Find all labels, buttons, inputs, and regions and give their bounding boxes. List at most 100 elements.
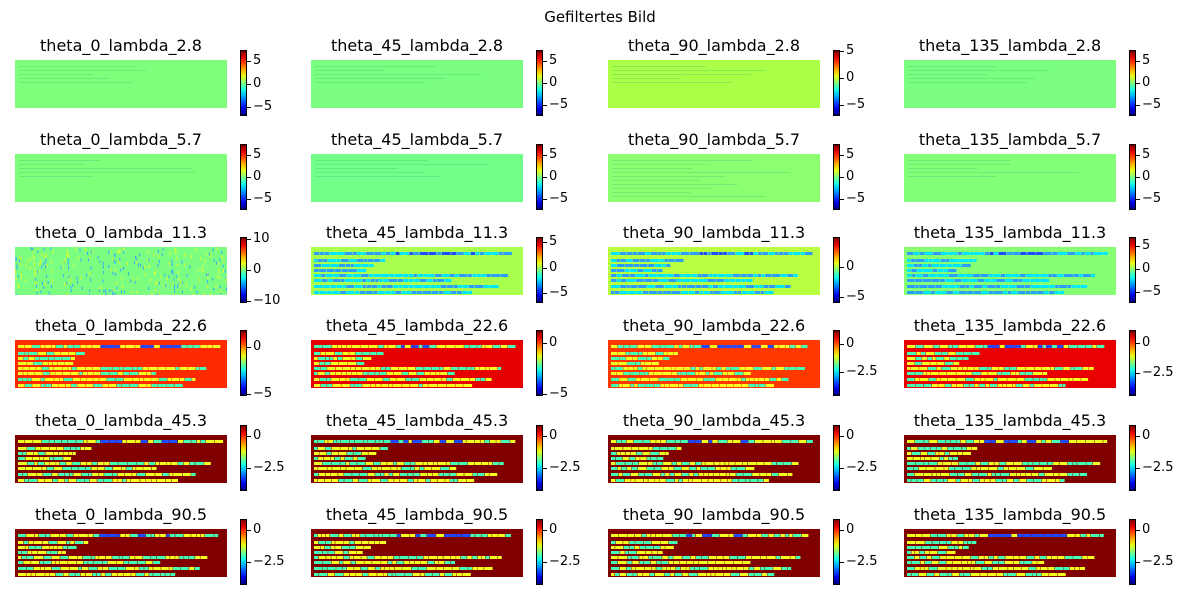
heatmap-texture-mark xyxy=(1019,479,1026,482)
heatmap-texture-mark xyxy=(756,534,762,537)
heatmap-texture-mark xyxy=(779,345,786,348)
heatmap-texture-mark xyxy=(139,378,144,381)
heatmap-texture-mark xyxy=(141,440,148,443)
heatmap-texture-mark xyxy=(214,534,219,537)
heatmap-texture-mark xyxy=(52,479,58,482)
heatmap-texture-mark xyxy=(150,278,151,282)
heatmap-texture-mark xyxy=(19,74,93,75)
heatmap-texture-mark xyxy=(696,467,701,470)
heatmap-texture-mark xyxy=(368,452,377,455)
heatmap-texture-mark xyxy=(655,534,663,537)
heatmap-texture-mark xyxy=(314,362,319,365)
heatmap-texture-mark xyxy=(680,440,688,443)
heatmap-texture-mark xyxy=(364,561,372,564)
heatmap-texture-mark xyxy=(414,467,420,470)
heatmap-texture-mark xyxy=(735,252,744,255)
heatmap-texture-mark xyxy=(184,253,186,257)
heatmap-texture-mark xyxy=(176,285,178,289)
heatmap-texture-mark xyxy=(768,345,774,348)
heatmap-texture-mark xyxy=(990,279,996,282)
heatmap-texture-mark xyxy=(716,556,723,559)
heatmap-texture-mark xyxy=(687,378,697,381)
heatmap-texture-mark xyxy=(112,291,114,295)
heatmap-texture-mark xyxy=(1065,556,1073,559)
heatmap-texture-mark xyxy=(729,556,738,559)
heatmap-texture-mark xyxy=(970,285,974,288)
heatmap-texture-mark xyxy=(657,357,663,360)
heatmap-texture-mark xyxy=(960,440,966,443)
heatmap-texture-mark xyxy=(978,556,984,559)
heatmap-texture-mark xyxy=(65,384,71,387)
heatmap-texture-mark xyxy=(30,257,32,261)
heatmap-texture-mark xyxy=(59,534,66,537)
panel-title: theta_135_lambda_11.3 xyxy=(913,223,1107,242)
heatmap-texture-mark xyxy=(681,372,687,375)
heatmap-texture-mark xyxy=(923,372,927,375)
heatmap-texture-mark xyxy=(618,473,623,476)
heatmap-texture-mark xyxy=(54,440,62,443)
heatmap-texture-mark xyxy=(191,473,196,476)
heatmap-image xyxy=(311,435,523,483)
heatmap-texture-mark xyxy=(911,447,918,450)
heatmap-texture-mark xyxy=(114,253,116,256)
heatmap-texture-mark xyxy=(671,372,677,375)
heatmap-texture-mark xyxy=(135,345,141,348)
heatmap-texture-mark xyxy=(994,252,998,255)
colorbar xyxy=(833,519,840,585)
heatmap-texture-mark xyxy=(213,287,215,291)
heatmap-texture-mark xyxy=(932,556,940,559)
heatmap-texture-mark xyxy=(750,479,758,482)
heatmap-texture-mark xyxy=(170,573,176,576)
heatmap-texture-mark xyxy=(183,462,190,465)
heatmap-texture-mark xyxy=(1025,291,1031,294)
heatmap-texture-mark xyxy=(924,457,931,460)
heatmap-texture-mark xyxy=(33,452,38,455)
heatmap-texture-mark xyxy=(1000,473,1010,476)
heatmap-texture-mark xyxy=(66,249,68,253)
heatmap-texture-mark xyxy=(637,367,643,370)
heatmap-texture-mark xyxy=(352,345,360,348)
heatmap-texture-mark xyxy=(724,279,730,282)
heatmap-texture-mark xyxy=(156,556,166,559)
heatmap-texture-mark xyxy=(120,534,126,537)
heatmap-texture-mark xyxy=(39,357,49,360)
heatmap-texture-mark xyxy=(135,261,137,264)
heatmap-texture-mark xyxy=(908,164,1011,165)
heatmap-texture-mark xyxy=(726,367,731,370)
heatmap-texture-mark xyxy=(78,567,82,570)
heatmap-texture-mark xyxy=(315,172,426,173)
heatmap-texture-mark xyxy=(939,264,947,267)
heatmap-texture-mark xyxy=(611,264,617,267)
heatmap-texture-mark xyxy=(17,275,19,278)
heatmap-texture-mark xyxy=(389,567,394,570)
colorbar-tick-mark xyxy=(247,177,251,178)
heatmap-texture-mark xyxy=(49,362,53,365)
heatmap-texture-mark xyxy=(958,345,967,348)
colorbar xyxy=(240,425,247,491)
heatmap-texture-mark xyxy=(1006,384,1012,387)
heatmap-texture-mark xyxy=(780,274,787,277)
heatmap-texture-mark xyxy=(86,378,93,381)
heatmap-texture-mark xyxy=(988,467,998,470)
heatmap-texture-mark xyxy=(953,291,959,294)
heatmap-texture-mark xyxy=(1069,378,1073,381)
heatmap-texture-mark xyxy=(946,567,952,570)
heatmap-texture-mark xyxy=(663,357,670,360)
heatmap-texture-mark xyxy=(444,561,451,564)
heatmap-texture-mark xyxy=(675,367,683,370)
heatmap-texture-mark xyxy=(924,447,931,450)
heatmap-texture-mark xyxy=(796,345,801,348)
heatmap-texture-mark xyxy=(408,372,417,375)
heatmap-texture-mark xyxy=(1027,252,1036,255)
heatmap-texture-mark xyxy=(93,534,100,537)
heatmap-texture-mark xyxy=(171,378,180,381)
heatmap-texture-mark xyxy=(619,252,627,255)
heatmap-texture-mark xyxy=(327,467,332,470)
heatmap-texture-mark xyxy=(789,367,796,370)
heatmap-texture-mark xyxy=(1057,274,1064,277)
heatmap-texture-mark xyxy=(62,551,66,554)
heatmap-texture-mark xyxy=(907,556,914,559)
heatmap-texture-mark xyxy=(118,260,120,264)
heatmap-texture-mark xyxy=(343,561,351,564)
heatmap-texture-mark xyxy=(65,282,67,286)
